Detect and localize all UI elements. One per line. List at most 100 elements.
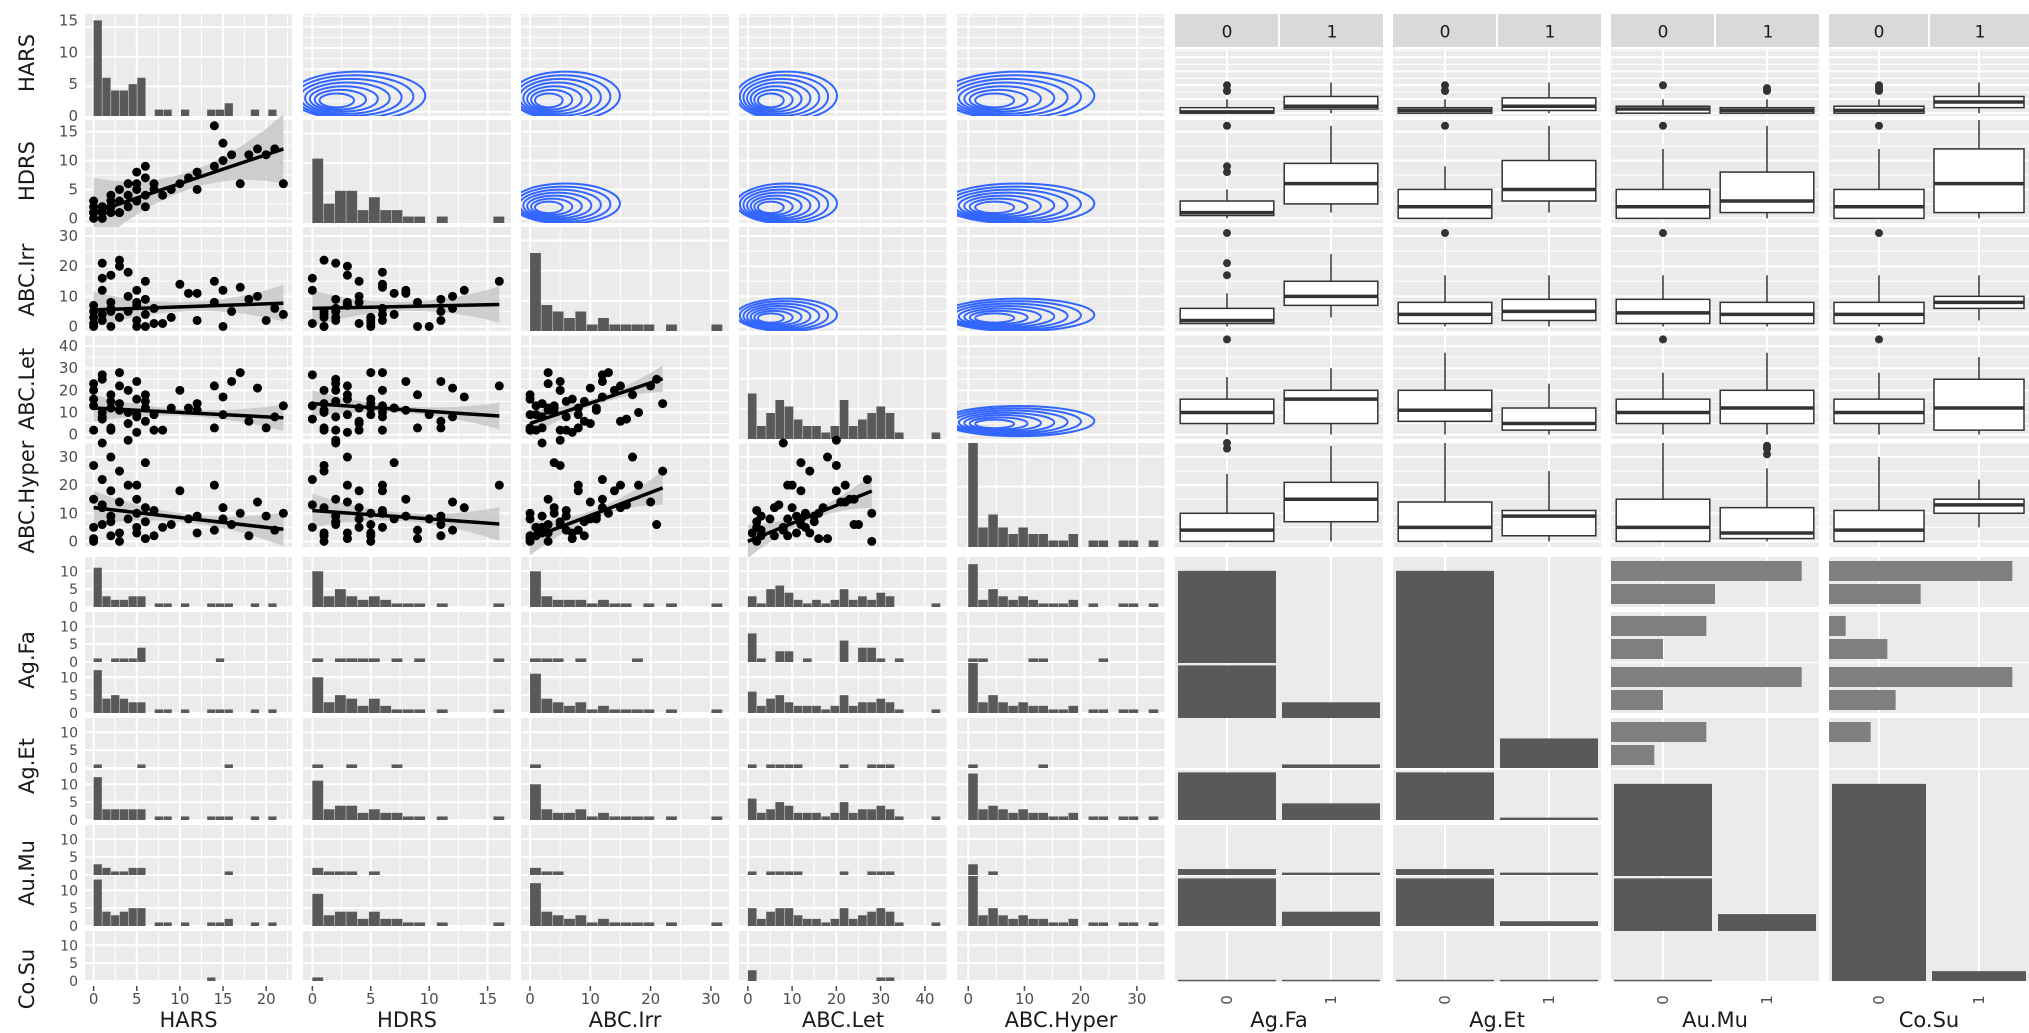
density-contour bbox=[522, 81, 593, 115]
histogram-bar bbox=[968, 876, 978, 926]
y-axis-title-abc-let: ABC.Let bbox=[15, 348, 39, 430]
facet-panel-background bbox=[85, 557, 292, 607]
histogram-bar bbox=[346, 911, 358, 926]
scatter-point bbox=[354, 503, 364, 513]
boxplot-box bbox=[1615, 498, 1711, 543]
scatter-point bbox=[805, 528, 815, 538]
panel-boxplot-abc-hyper-by-co-su bbox=[1829, 442, 2029, 547]
histogram-bar bbox=[848, 426, 858, 439]
facet-panel-background bbox=[1393, 931, 1601, 981]
histogram-bar bbox=[1048, 603, 1058, 607]
scatter-point bbox=[436, 376, 446, 386]
histogram-bar bbox=[885, 413, 895, 439]
histogram-bar bbox=[586, 709, 598, 713]
panel-abc-let-vs-abc-let bbox=[739, 335, 948, 439]
histogram-bar bbox=[876, 805, 886, 820]
y-tick-label: 5 bbox=[68, 180, 78, 198]
panel-hist-co-su-hdrs bbox=[303, 876, 511, 982]
density-contour bbox=[318, 92, 356, 109]
scatter-point bbox=[209, 161, 219, 171]
histogram-bar bbox=[1128, 922, 1139, 926]
histogram-bar bbox=[784, 702, 794, 713]
y-tick-label: 10 bbox=[60, 619, 78, 635]
count-bar bbox=[1500, 817, 1598, 820]
histogram-bar bbox=[1148, 603, 1159, 607]
scatter-point bbox=[525, 514, 535, 524]
histogram-bar bbox=[632, 816, 643, 820]
x-tick-label: 1 bbox=[1322, 995, 1340, 1005]
panel-bars-ag-et-by-au-mu bbox=[1611, 663, 1819, 768]
histogram-bar bbox=[111, 871, 120, 875]
x-axis-title-co-su: Co.Su bbox=[1899, 1008, 1959, 1032]
scatter-point bbox=[89, 522, 99, 532]
scatter-point bbox=[585, 497, 595, 507]
histogram-bar bbox=[530, 883, 541, 926]
scatter-point bbox=[140, 294, 150, 304]
scatter-point bbox=[561, 505, 571, 515]
histogram-bar bbox=[598, 918, 609, 926]
boxplot-outlier bbox=[1875, 229, 1883, 238]
boxplot-box bbox=[1501, 97, 1597, 112]
histogram-bar bbox=[391, 918, 403, 926]
panel-hist-au-mu-hdrs bbox=[303, 770, 511, 876]
scatter-point bbox=[106, 270, 116, 280]
density-contour bbox=[957, 74, 1082, 116]
facet-strip bbox=[1716, 14, 1819, 47]
histogram-bar bbox=[357, 599, 369, 607]
density-contour bbox=[739, 185, 830, 223]
density-contour bbox=[313, 88, 367, 111]
scatter-point bbox=[622, 414, 632, 424]
histogram-bar bbox=[163, 816, 172, 820]
scatter-point bbox=[342, 534, 352, 544]
histogram-bar bbox=[609, 709, 621, 713]
histogram-bar bbox=[894, 432, 904, 439]
boxplot-box bbox=[1397, 501, 1493, 543]
facet-panel-background bbox=[739, 825, 947, 875]
histogram-bar bbox=[867, 911, 876, 926]
count-bar bbox=[1611, 690, 1663, 710]
density-contour bbox=[756, 200, 785, 215]
histogram-bar bbox=[312, 977, 324, 981]
histogram-bar bbox=[119, 809, 129, 820]
histogram-bar bbox=[968, 564, 978, 607]
scatter-point bbox=[401, 376, 411, 386]
scatter-point bbox=[106, 486, 116, 496]
scatter-point bbox=[209, 121, 219, 131]
x-tick-label: 20 bbox=[641, 990, 660, 1008]
panel-bars-au-mu-by-ag-fa bbox=[1175, 770, 1383, 875]
x-tick-label: 10 bbox=[1015, 990, 1034, 1008]
boxplot-outlier bbox=[1223, 335, 1231, 344]
boxplot-box bbox=[1283, 389, 1379, 425]
panel-hdrs-vs-hars bbox=[85, 114, 292, 248]
histogram-bar bbox=[598, 705, 609, 713]
histogram-bar bbox=[968, 663, 978, 713]
scatter-point bbox=[377, 368, 387, 378]
histogram-bar bbox=[224, 603, 233, 607]
density-contour bbox=[742, 302, 821, 330]
scatter-point bbox=[209, 381, 219, 391]
panel-hist-ag-fa-hars bbox=[85, 557, 292, 663]
histogram-bar bbox=[1068, 918, 1079, 926]
boxplot-outlier bbox=[1223, 168, 1231, 177]
scatter-point bbox=[158, 425, 168, 435]
histogram-bar bbox=[1088, 922, 1099, 926]
facet-panel-background bbox=[521, 931, 729, 981]
density-contours bbox=[739, 297, 838, 331]
histogram-bar bbox=[268, 816, 277, 820]
histogram-bar bbox=[357, 705, 369, 713]
boxplot-box bbox=[1501, 407, 1597, 431]
scatter-point bbox=[342, 452, 352, 462]
histogram-bar bbox=[598, 599, 609, 607]
density-contour bbox=[304, 81, 391, 115]
density-contours bbox=[957, 70, 1096, 116]
y-tick-label: 20 bbox=[59, 257, 78, 275]
scatter-point bbox=[89, 425, 99, 435]
histogram-bar bbox=[93, 777, 102, 820]
scatter-point bbox=[132, 297, 142, 307]
histogram-bar bbox=[323, 809, 335, 820]
y-tick-label: 15 bbox=[59, 123, 78, 141]
histogram-bar bbox=[766, 809, 775, 820]
regression-line bbox=[93, 147, 284, 215]
histogram-bar bbox=[207, 922, 216, 926]
histogram-bar bbox=[1118, 922, 1129, 926]
